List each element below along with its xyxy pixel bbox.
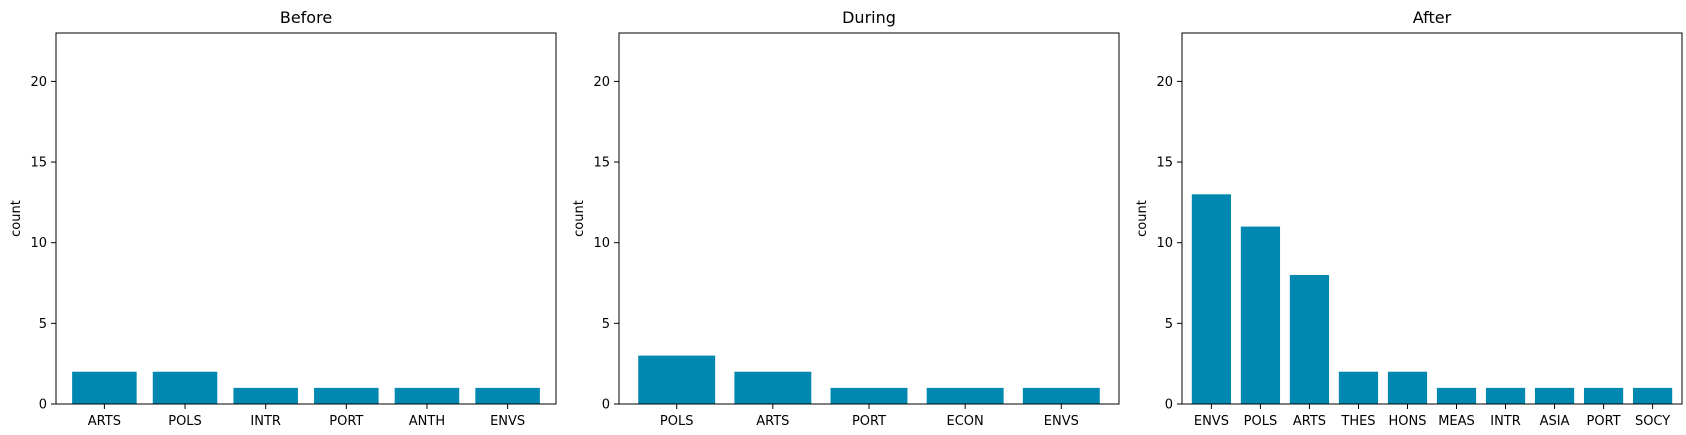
bar-pols	[1240, 226, 1281, 404]
x-tick-label: ENVS	[490, 414, 525, 429]
x-tick-label: POLS	[1244, 414, 1278, 429]
x-tick-label: PORT	[1587, 414, 1621, 429]
chart-title: Before	[280, 8, 332, 27]
bar-hons	[1387, 371, 1428, 404]
y-tick-label: 0	[39, 398, 47, 413]
x-tick-label: PORT	[329, 414, 363, 429]
bar-intr	[233, 387, 298, 404]
bar-pols	[638, 355, 716, 404]
y-tick-label: 15	[30, 156, 47, 171]
y-tick-label: 0	[1165, 398, 1173, 413]
chart-title: After	[1413, 8, 1452, 27]
x-tick-label: ARTS	[756, 414, 789, 429]
bar-arts	[1289, 274, 1330, 404]
bar-econ	[926, 387, 1004, 404]
x-tick-label: ANTH	[409, 414, 445, 429]
y-tick-label: 10	[593, 236, 610, 251]
x-tick-label: THES	[1340, 414, 1375, 429]
y-tick-label: 15	[593, 156, 610, 171]
bar-arts	[734, 371, 812, 404]
bar-port	[314, 387, 379, 404]
x-tick-label: POLS	[660, 414, 694, 429]
x-tick-label: INTR	[250, 414, 281, 429]
y-tick-label: 5	[1165, 317, 1173, 332]
x-tick-label: INTR	[1490, 414, 1521, 429]
x-tick-label: ECON	[947, 414, 984, 429]
bar-envs	[1022, 387, 1100, 404]
bar-port	[830, 387, 908, 404]
x-tick-label: POLS	[168, 414, 202, 429]
plot-frame	[1181, 32, 1683, 405]
x-tick-label: ENVS	[1044, 414, 1079, 429]
y-tick-label: 0	[602, 398, 610, 413]
x-tick-label: ARTS	[88, 414, 121, 429]
bar-thes	[1338, 371, 1379, 404]
y-tick-label: 20	[1156, 75, 1173, 90]
y-axis-label: count	[572, 200, 587, 237]
x-tick-label: HONS	[1388, 414, 1426, 429]
y-tick-label: 20	[593, 75, 610, 90]
y-tick-label: 15	[1156, 156, 1173, 171]
x-tick-label: PORT	[852, 414, 886, 429]
plot-frame	[618, 32, 1120, 405]
x-tick-label: ENVS	[1194, 414, 1229, 429]
bar-envs	[1191, 194, 1232, 404]
y-axis-label: count	[1135, 200, 1150, 237]
bar-intr	[1485, 387, 1526, 404]
x-tick-label: SOCY	[1635, 414, 1670, 429]
bar-meas	[1436, 387, 1477, 404]
plot-frame	[55, 32, 557, 405]
bar-pols	[152, 371, 218, 404]
bar-arts	[72, 371, 137, 404]
chart-title: During	[842, 8, 896, 27]
x-tick-label: ASIA	[1540, 414, 1570, 429]
bar-anth	[394, 387, 460, 404]
y-tick-label: 10	[1156, 236, 1173, 251]
y-tick-label: 10	[30, 236, 47, 251]
y-tick-label: 5	[602, 317, 610, 332]
x-tick-label: MEAS	[1438, 414, 1475, 429]
bar-socy	[1632, 387, 1673, 404]
y-axis-label: count	[9, 200, 24, 237]
x-tick-label: ARTS	[1293, 414, 1326, 429]
bar-asia	[1534, 387, 1575, 404]
y-tick-label: 5	[39, 317, 47, 332]
bar-envs	[475, 387, 540, 404]
bar-port	[1583, 387, 1624, 404]
y-tick-label: 20	[30, 75, 47, 90]
